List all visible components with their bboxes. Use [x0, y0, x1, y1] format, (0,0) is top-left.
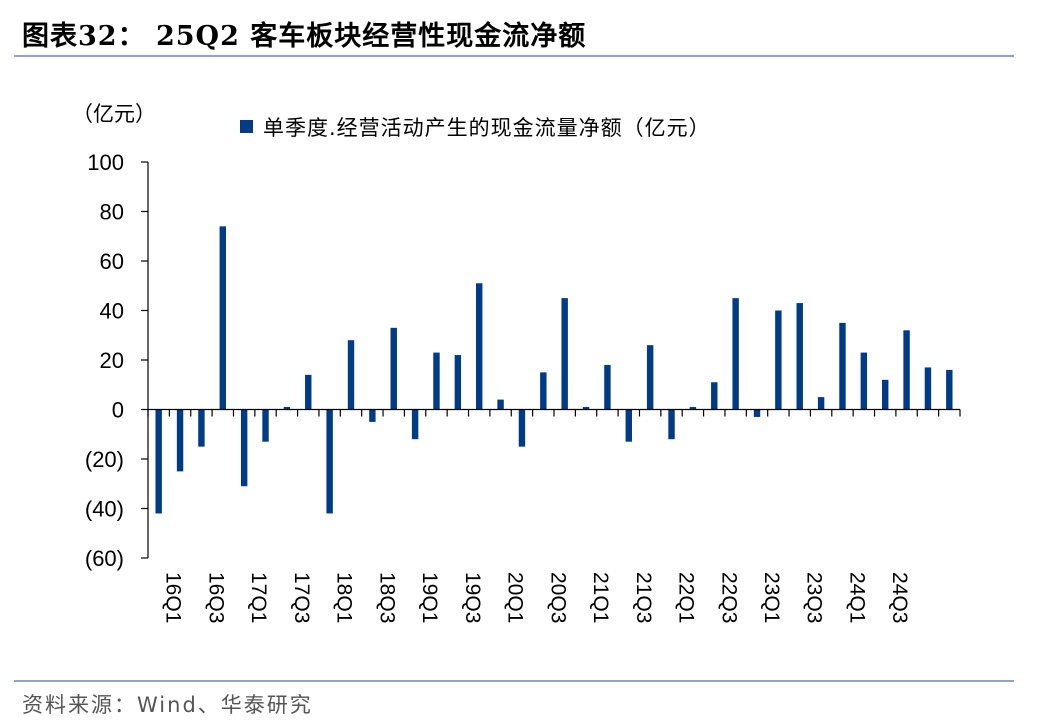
- bar-19Q1: [411, 409, 419, 440]
- x-tick-label: 23Q3: [803, 572, 826, 623]
- bars-group: [155, 226, 953, 514]
- x-axis: 16Q1 16Q3 17Q1 17Q3 18Q1 18Q3 19Q1 19Q3 20Q1 20Q3…: [147, 408, 961, 623]
- bar-24Q3: [882, 379, 889, 410]
- bar-18Q4: [390, 327, 397, 410]
- y-tick-label: 60: [100, 249, 124, 274]
- bar-20Q3: [540, 372, 547, 410]
- bar-18Q3: [369, 409, 376, 422]
- bar-23Q4: [817, 397, 825, 410]
- x-tick-label: 21Q1: [589, 572, 612, 623]
- y-tick-label: 100: [87, 150, 124, 175]
- bar-25Q1: [924, 367, 932, 410]
- bar-17Q2: [262, 409, 269, 442]
- bar-20Q1: [497, 399, 504, 410]
- x-tick-label: 23Q1: [760, 572, 783, 623]
- x-tick-label: 22Q3: [717, 572, 740, 623]
- y-tick-label: (20): [85, 447, 124, 472]
- bar-19Q3: [454, 355, 462, 410]
- y-tick-label: (40): [85, 497, 124, 522]
- bar-22Q2: [689, 407, 697, 410]
- bar-20Q4: [561, 298, 568, 410]
- bar-17Q3: [283, 407, 291, 410]
- bar-24Q4: [903, 330, 910, 410]
- x-tick-label: 19Q3: [461, 572, 484, 623]
- bar-17Q4: [305, 374, 312, 410]
- chart-title: 图表32： 25Q2 客车板块经营性现金流净额: [22, 21, 587, 52]
- bar-23Q3: [796, 303, 803, 410]
- legend-label: 单季度.经营活动产生的现金流量净额（亿元）: [263, 116, 711, 140]
- y-tick-label: 0: [112, 398, 124, 423]
- bar-25Q2: [946, 369, 953, 410]
- x-tick-label: 17Q3: [290, 572, 313, 623]
- bar-18Q2: [347, 340, 355, 410]
- bar-22Q3: [711, 382, 718, 410]
- bar-19Q2: [433, 352, 440, 410]
- x-tick-label: 20Q1: [504, 572, 527, 623]
- bar-16Q2: [176, 409, 184, 472]
- x-tick-label: 24Q1: [845, 572, 868, 623]
- bar-22Q1: [668, 409, 675, 440]
- x-tick-label: 20Q3: [546, 572, 569, 623]
- legend-swatch: [240, 120, 253, 133]
- bar-24Q2: [860, 352, 868, 410]
- top-divider: [14, 55, 1014, 57]
- y-tick-label: (60): [85, 546, 124, 571]
- bar-21Q2: [604, 364, 611, 410]
- x-tick-label: 19Q1: [418, 572, 441, 623]
- bar-21Q3: [625, 409, 632, 442]
- x-tick-label: 18Q1: [333, 572, 356, 623]
- bar-21Q1: [582, 407, 590, 410]
- x-tick-label: 16Q1: [162, 572, 185, 623]
- x-tick-label: 16Q3: [204, 572, 227, 623]
- y-axis: 100 80 60 40 20 0 (20) (40) (60): [85, 150, 149, 571]
- bar-chart: （亿元） 单季度.经营活动产生的现金流量净额（亿元） 100 80 60 40 20 0 (…: [72, 102, 961, 623]
- bar-23Q2: [775, 310, 782, 410]
- y-tick-label: 80: [100, 200, 124, 225]
- x-tick-label: 21Q3: [632, 572, 655, 623]
- y-unit-label: （亿元）: [72, 102, 156, 126]
- bar-16Q4: [219, 226, 226, 410]
- bar-20Q2: [518, 409, 526, 447]
- x-tick-label: 18Q3: [375, 572, 398, 623]
- bar-23Q1: [753, 409, 761, 417]
- source-note: 资料来源：Wind、华泰研究: [22, 693, 313, 717]
- bar-17Q1: [240, 409, 248, 487]
- bar-21Q4: [646, 345, 654, 410]
- bar-19Q4: [476, 283, 483, 410]
- x-tick-label: 17Q1: [247, 572, 270, 623]
- bar-24Q1: [839, 322, 846, 410]
- y-tick-label: 40: [100, 299, 124, 324]
- bar-18Q1: [326, 409, 333, 514]
- bar-16Q1: [155, 409, 162, 514]
- y-tick-label: 20: [100, 348, 124, 373]
- bar-22Q4: [732, 298, 739, 410]
- x-tick-label: 24Q3: [888, 572, 911, 623]
- bottom-divider: [14, 680, 1014, 682]
- bar-16Q3: [198, 409, 205, 447]
- x-tick-label: 22Q1: [675, 572, 698, 623]
